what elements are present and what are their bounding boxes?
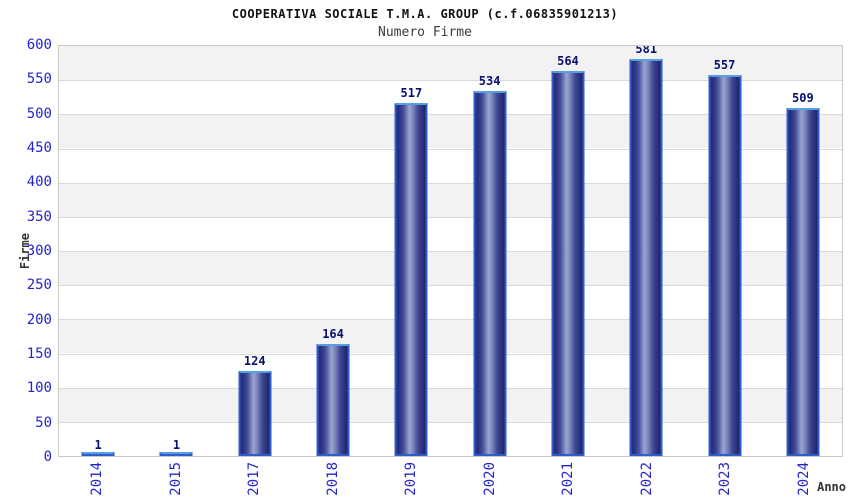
y-axis: 600 550 500 450 400 350 300 250 200 150 100 50 0 [0,37,52,465]
y-tick-label: 250 [26,277,52,294]
gridline [59,285,842,287]
bar-value-label: 164 [322,326,344,341]
bar [708,75,742,456]
chart-title: COOPERATIVA SOCIALE T.M.A. GROUP (c.f.06… [231,7,619,21]
y-tick-label: 50 [35,414,52,431]
gridline [59,319,842,321]
gridline [59,182,842,184]
bar [551,70,585,456]
bar [786,108,820,456]
x-tick-label: 2020 [481,462,498,496]
y-tick-label: 150 [26,346,52,362]
gridline [59,421,842,423]
y-tick-label: 200 [26,311,52,328]
y-tick-label: 450 [26,140,52,156]
bar-value-label: 557 [713,58,736,73]
x-tick-label: 2019 [403,462,420,496]
gridline [59,251,842,252]
bar-value-label: 1 [94,438,102,453]
bar-value-label: 564 [557,53,579,68]
gridline [59,216,842,218]
chart-subtitle: Numero Firme [378,25,472,40]
x-tick-label: 2015 [167,462,184,496]
bar [473,91,507,456]
gridline [59,148,842,150]
gridline [59,114,842,116]
y-tick-label: 300 [26,243,52,259]
y-tick-label: 350 [26,208,52,225]
bar-value-label: 509 [792,91,814,106]
x-tick-label: 2021 [560,462,577,496]
bar-value-label: 517 [400,85,423,100]
bar-value-label: 534 [478,74,501,89]
bar [81,452,115,456]
bar [394,102,428,456]
y-tick-label: 100 [26,380,52,397]
bar-value-label: 581 [635,45,658,56]
gridline [59,353,842,355]
plot-area: 1 1 124 164 517 534 564 581 557 509 [58,45,843,457]
x-tick-label: 2023 [717,462,734,496]
x-tick-label: 2022 [638,462,655,496]
gridline [59,80,842,82]
x-tick-label: 2018 [324,462,341,496]
grid-band [59,46,842,81]
bar [159,452,193,456]
bar [238,371,272,456]
bar-value-label: 1 [172,438,181,453]
bar-value-label: 124 [243,354,266,369]
x-axis-label: Anno [817,480,846,494]
x-axis: 2014 2015 2017 2018 2019 2020 2021 2022 2023 2024 [58,458,843,500]
y-tick-label: 550 [26,71,52,88]
y-tick-label: 400 [26,174,52,191]
x-tick-label: 2014 [89,462,106,496]
bar [316,343,350,456]
bar [629,58,663,456]
gridline [59,387,842,389]
x-tick-label: 2017 [246,462,263,496]
y-tick-label: 0 [43,449,52,465]
y-tick-label: 500 [26,105,52,122]
x-tick-label: 2024 [795,462,812,496]
y-tick-label: 600 [26,37,52,53]
